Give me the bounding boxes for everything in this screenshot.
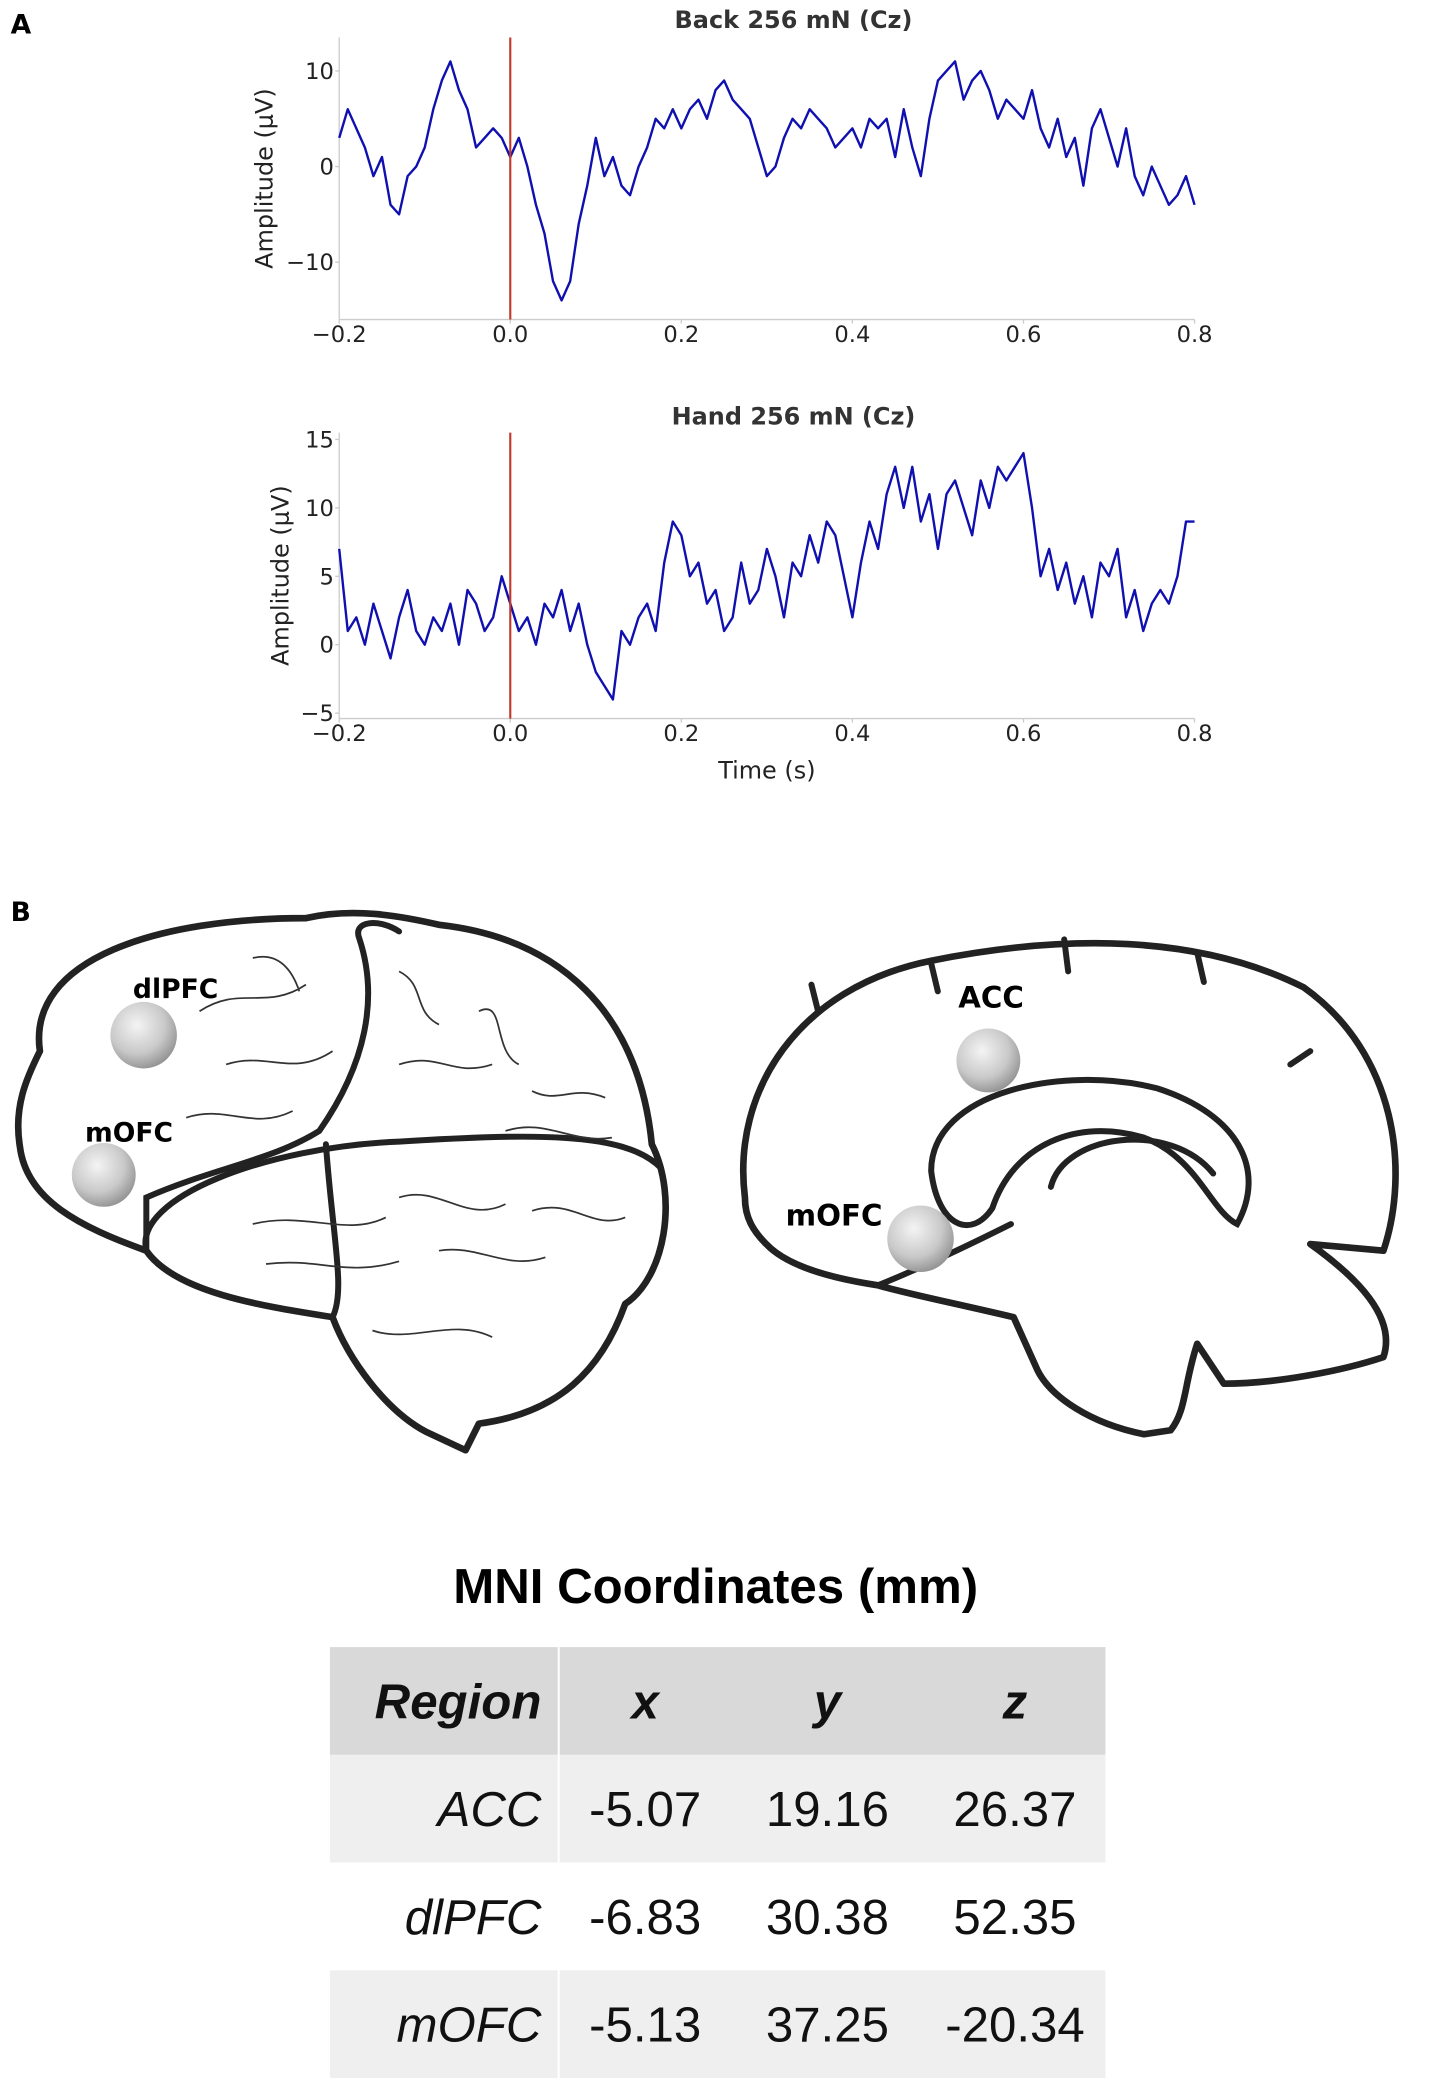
x-tick-label: 0.0 [492,322,528,348]
x-tick-label: 0.2 [663,721,699,747]
table-row [329,1754,1106,1863]
header-cell: x [628,1674,661,1729]
region-sphere [110,1001,177,1069]
y-tick-label: 15 [305,427,334,453]
y-tick-label: 10 [305,59,334,85]
x-tick-label: −0.2 [312,322,367,348]
region-sphere [956,1028,1021,1093]
y-tick-label: −5 [301,701,334,727]
header-cell: y [811,1674,844,1729]
x-tick-label: 0.8 [1177,322,1213,348]
header-cell: Region [375,1674,542,1729]
x-axis-label: Time (s) [717,756,815,784]
sagittal-brain [739,936,1399,1438]
y-axis-label: Amplitude (μV) [267,485,295,666]
table-cell: 30.38 [766,1890,889,1945]
lateral-brain [14,909,669,1454]
chart-title: Hand 256 mN (Cz) [672,403,916,431]
region-label: mOFC [85,1118,173,1149]
y-tick-label: −10 [286,250,334,276]
chart: Back 256 mN (Cz) −10 0 10 −0.2 0.0 0.2 0.4 0.6 0.… [251,6,1213,348]
panel-label: B [11,897,31,928]
y-tick-label: 10 [305,496,334,522]
chart: Hand 256 mN (Cz) −5 0 5 10 15 −0.2 0.0 0.2 0.4 0.6… [267,403,1213,785]
header-row [329,1647,1106,1755]
y-tick-label: 5 [319,564,333,590]
table-cell: -20.34 [945,1998,1085,2053]
table-cell: -6.83 [589,1890,701,1945]
panel-label: A [11,10,32,41]
table-cell: ACC [435,1782,542,1837]
table-row [329,1862,1106,1971]
table-cell: -5.13 [589,1998,701,2053]
x-tick-label: 0.4 [834,721,870,747]
table-title: MNI Coordinates (mm) [453,1559,978,1614]
x-tick-label: 0.0 [492,721,528,747]
y-tick-label: 0 [319,633,333,659]
chart-title: Back 256 mN (Cz) [675,6,913,34]
fornix [1047,1136,1217,1190]
table: Region x y z ACC -5.07 19.16 26.37 dlPFC -6.83 30.… [329,1647,1106,2079]
table-cell: 26.37 [953,1782,1076,1837]
x-tick-label: 0.6 [1005,721,1041,747]
table-cell: mOFC [397,1998,542,2053]
table-cell: 52.35 [953,1890,1076,1945]
gyrus [185,955,626,1338]
x-tick-label: −0.2 [312,721,367,747]
y-tick-label: 0 [319,155,333,181]
x-tick-label: 0.4 [834,322,870,348]
region-label: mOFC [786,1198,883,1232]
x-tick-label: 0.2 [663,322,699,348]
x-tick-label: 0.8 [1177,721,1213,747]
sulcus [142,1133,665,1254]
corpus-callosum [928,1076,1252,1229]
table-cell: 37.25 [766,1998,889,2053]
region-label: dlPFC [133,974,218,1005]
sulcus [808,936,1314,1289]
sulcus [143,920,403,1254]
table-cell: 19.16 [766,1782,889,1837]
sulcus [322,1141,342,1321]
region-sphere [887,1205,954,1272]
region-label: ACC [958,980,1024,1014]
brain-outline [739,939,1399,1438]
charts: Back 256 mN (Cz) −10 0 10 −0.2 0.0 0.2 0.4 0.6 0.… [251,6,1213,784]
line [338,60,1196,302]
x-tick-label: 0.6 [1005,322,1041,348]
regions: dlPFC mOFC ACC mOFC [71,974,1024,1272]
header-cell: z [1002,1674,1028,1729]
table-cell: -5.07 [589,1782,701,1837]
y-axis-label: Amplitude (μV) [251,88,279,269]
table-row [329,1970,1106,2079]
table-cell: dlPFC [405,1890,542,1945]
region-sphere [71,1142,136,1207]
line [338,451,1195,701]
